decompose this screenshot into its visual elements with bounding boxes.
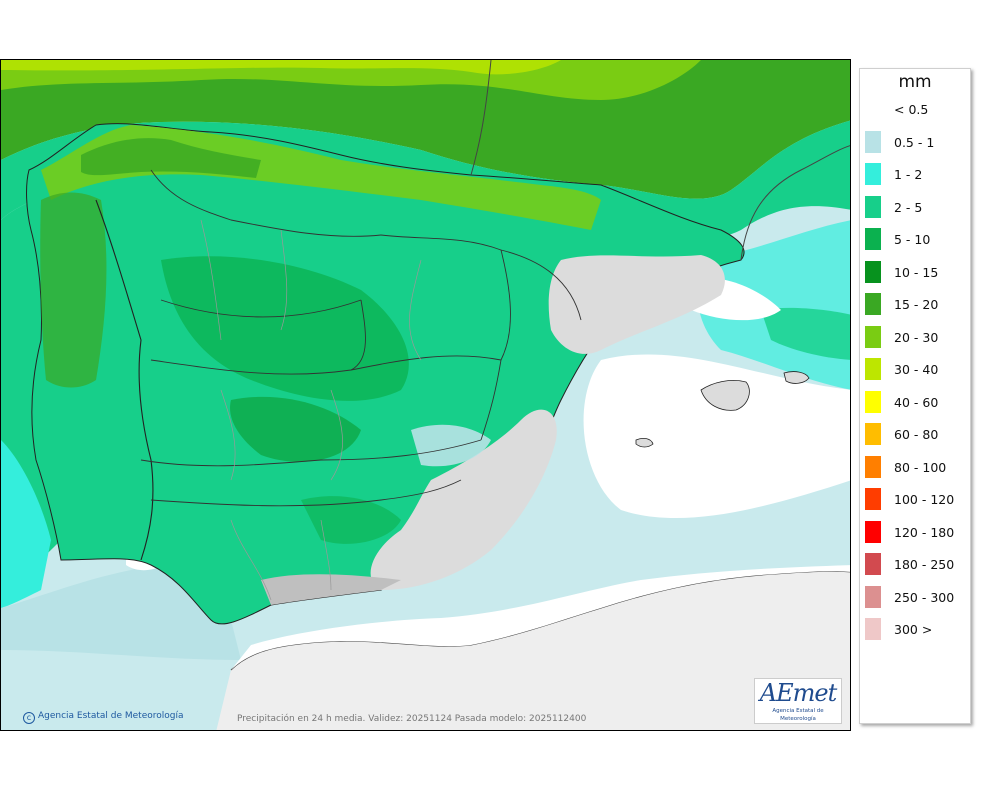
legend-label: 30 - 40 <box>894 362 939 377</box>
legend-swatch <box>865 390 881 413</box>
legend-label: 5 - 10 <box>894 232 931 247</box>
legend-label: 80 - 100 <box>894 459 947 475</box>
legend-label: 1 - 2 <box>894 167 923 182</box>
legend-swatch <box>865 423 881 445</box>
legend-item: 100 - 120 <box>865 485 965 510</box>
legend-swatch <box>865 553 881 575</box>
legend-swatch <box>865 130 881 153</box>
legend-label: 180 - 250 <box>894 557 955 572</box>
legend-label: 2 - 5 <box>894 199 923 215</box>
legend-label: 100 - 120 <box>894 492 955 507</box>
legend-item: 120 - 180 <box>865 518 965 543</box>
precipitation-map: c Agencia Estatal de Meteorología Precipi… <box>0 59 851 731</box>
legend-item: 1 - 2 <box>865 160 965 185</box>
precipitation-legend: mm < 0.5 0.5 - 1 1 - 2 2 - 5 5 - 10 10 - 15 15… <box>859 68 971 724</box>
legend-swatch <box>865 358 881 380</box>
aemet-logo-word: AEmet <box>759 679 837 707</box>
legend-item: 2 - 5 <box>865 193 965 218</box>
agency-credit: c Agencia Estatal de Meteorología <box>23 711 184 724</box>
legend-item: 80 - 100 <box>865 453 965 478</box>
map-caption: Precipitación en 24 h media. Validez: 20… <box>237 714 587 724</box>
agency-credit-text: Agencia Estatal de Meteorología <box>38 711 184 721</box>
legend-swatch <box>865 293 881 315</box>
legend-swatch <box>865 488 881 510</box>
legend-swatch <box>865 163 881 185</box>
legend-label: 15 - 20 <box>894 297 939 312</box>
legend-item: 300 > <box>865 615 965 640</box>
legend-item: 30 - 40 <box>865 355 965 380</box>
legend-label: 250 - 300 <box>894 589 955 605</box>
legend-item: 15 - 20 <box>865 290 965 315</box>
legend-label: 300 > <box>894 622 933 637</box>
legend-swatch <box>865 618 881 640</box>
legend-item: 5 - 10 <box>865 225 965 250</box>
legend-swatch <box>865 98 881 120</box>
legend-label: 40 - 60 <box>894 394 939 410</box>
legend-unit: mm <box>898 72 932 92</box>
legend-swatch <box>865 325 881 348</box>
legend-swatch <box>865 260 881 283</box>
legend-item: 10 - 15 <box>865 258 965 283</box>
legend-label: < 0.5 <box>894 102 929 117</box>
legend-item: 180 - 250 <box>865 550 965 575</box>
legend-item: < 0.5 <box>865 95 965 120</box>
legend-item: 250 - 300 <box>865 583 965 608</box>
legend-swatch <box>865 228 881 250</box>
legend-label: 60 - 80 <box>894 427 939 442</box>
legend-swatch <box>865 195 881 218</box>
legend-label: 0.5 - 1 <box>894 134 935 150</box>
legend-label: 120 - 180 <box>894 524 955 540</box>
legend-swatch <box>865 455 881 478</box>
legend-item: 40 - 60 <box>865 388 965 413</box>
legend-label: 20 - 30 <box>894 329 939 345</box>
legend-item: 60 - 80 <box>865 420 965 445</box>
legend-item: 0.5 - 1 <box>865 128 965 153</box>
legend-swatch <box>865 585 881 608</box>
legend-swatch <box>865 520 881 543</box>
aemet-logo-subtext: Agencia Estatal de Meteorología <box>772 708 824 722</box>
copyright-icon: c <box>23 712 35 724</box>
legend-item: 20 - 30 <box>865 323 965 348</box>
map-canvas <box>1 60 850 730</box>
legend-label: 10 - 15 <box>894 264 939 280</box>
aemet-logo: AEmet Agencia Estatal de Meteorología <box>754 678 842 724</box>
